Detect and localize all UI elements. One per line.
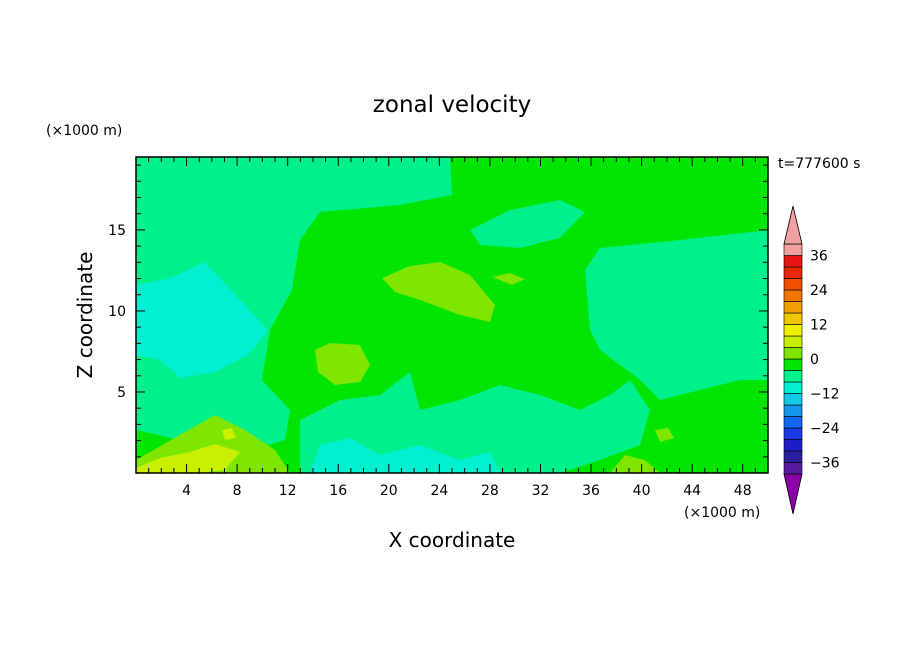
y-axis-label: Z coordinate: [73, 252, 97, 379]
field-region-neg-upper-center: [470, 200, 585, 248]
x-tick-label: 24: [430, 483, 448, 499]
x-axis-label: X coordinate: [389, 528, 516, 552]
field-region-pos-center-small: [315, 343, 370, 385]
field-region-neg-lower-center: [300, 372, 650, 473]
field-region-neg-right: [585, 230, 768, 400]
x-tick-label: 16: [329, 483, 347, 499]
colorbar-tick-label: 12: [810, 318, 828, 334]
colorbar-box: [783, 427, 803, 440]
field-region-neg-left: [136, 262, 268, 378]
field-region-strong-pos-bottom-left: [136, 444, 240, 473]
x-axis: 4 8 12 16 20 24 28 32 36 40 44 48: [148, 157, 756, 499]
y-tick-label: 10: [108, 304, 126, 320]
field-region-pos-right-spot: [655, 428, 674, 442]
colorbar-box: [783, 450, 803, 463]
field-region-neg-upper-left: [136, 157, 452, 450]
colorbar-box: [783, 370, 803, 383]
colorbar-box: [783, 439, 803, 452]
time-label: t=777600 s: [778, 156, 860, 172]
colorbar-box: [783, 404, 803, 417]
colorbar-box: [783, 462, 803, 475]
y-tick-label: 5: [117, 385, 126, 401]
colorbar-box: [783, 266, 803, 279]
field-region-neg-bottom: [310, 438, 500, 473]
field-region-pos-center: [382, 262, 495, 322]
y-tick-label: 15: [108, 223, 126, 239]
colorbar-box: [783, 358, 803, 371]
contour-field: [136, 157, 768, 473]
x-tick-label: 28: [481, 483, 499, 499]
colorbar-box: [783, 243, 803, 256]
field-region-pos-right-blob: [492, 273, 525, 285]
x-tick-label: 48: [734, 483, 752, 499]
colorbar-box: [783, 289, 803, 302]
field-region-pos-bottom-right: [610, 455, 660, 473]
x-tick-label: 36: [582, 483, 600, 499]
colorbar-box: [783, 301, 803, 314]
colorbar-tick-label: −24: [810, 421, 840, 437]
colorbar-box: [783, 324, 803, 337]
x-tick-label: 40: [633, 483, 651, 499]
colorbar-tick-label: 0: [810, 352, 819, 368]
x-tick-label: 4: [182, 483, 191, 499]
chart-title: zonal velocity: [373, 92, 531, 118]
y-unit-label: (×1000 m): [46, 123, 122, 139]
colorbar-box: [783, 381, 803, 394]
colorbar-tick-label: −12: [810, 387, 840, 403]
colorbar-extend-top: [783, 205, 803, 245]
colorbar-box: [783, 416, 803, 429]
y-axis: 5 10 15: [108, 164, 768, 458]
x-unit-label: (×1000 m): [684, 505, 760, 521]
colorbar-extend-bottom: [783, 473, 803, 515]
colorbar-box: [783, 278, 803, 291]
colorbar-box: [783, 255, 803, 268]
colorbar-tick-label: 36: [810, 249, 828, 265]
colorbar-tick-label: −36: [810, 456, 840, 472]
x-tick-label: 44: [683, 483, 701, 499]
colorbar-box: [783, 347, 803, 360]
colorbar-tick-label: 24: [810, 283, 828, 299]
x-tick-label: 32: [532, 483, 550, 499]
colorbar-box: [783, 335, 803, 348]
colorbar-box: [783, 393, 803, 406]
x-tick-label: 12: [279, 483, 297, 499]
colorbar-box: [783, 312, 803, 325]
field-region-strong-pos-spot: [222, 428, 236, 440]
colorbar: 36 24 12 0 −12 −24 −36: [783, 205, 840, 515]
x-tick-label: 8: [233, 483, 242, 499]
x-tick-label: 20: [380, 483, 398, 499]
